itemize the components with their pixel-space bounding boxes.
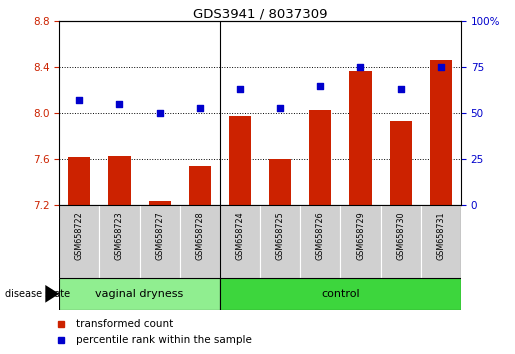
Bar (390, 121, 411, 205)
Text: GSM658729: GSM658729 (356, 211, 365, 260)
Bar (189, 166, 211, 205)
Point (196, 105, 204, 110)
Bar (149, 201, 170, 205)
Text: control: control (321, 289, 359, 299)
Text: disease state: disease state (5, 289, 70, 299)
Text: GSM658728: GSM658728 (195, 211, 204, 260)
Text: percentile rank within the sample: percentile rank within the sample (76, 335, 252, 345)
Bar (260, 205, 300, 278)
Bar (68, 157, 90, 205)
Bar (220, 205, 260, 278)
Bar (220, 278, 461, 310)
Bar (140, 205, 180, 278)
Text: GSM658731: GSM658731 (436, 211, 445, 259)
Bar (59, 205, 99, 278)
Point (115, 101, 124, 107)
Title: GDS3941 / 8037309: GDS3941 / 8037309 (193, 7, 328, 20)
Text: transformed count: transformed count (76, 319, 173, 329)
Bar (381, 205, 421, 278)
Bar (180, 205, 220, 278)
Text: GSM658726: GSM658726 (316, 211, 325, 260)
Point (316, 83, 324, 88)
Bar (300, 205, 340, 278)
Bar (59, 278, 220, 310)
Bar (310, 110, 331, 205)
Bar (350, 71, 371, 205)
Point (236, 86, 244, 92)
Text: GSM658722: GSM658722 (75, 211, 84, 260)
Point (276, 105, 284, 110)
Polygon shape (45, 285, 59, 303)
Bar (109, 156, 130, 205)
Text: GSM658725: GSM658725 (276, 211, 285, 260)
Text: GSM658730: GSM658730 (396, 211, 405, 259)
Text: vaginal dryness: vaginal dryness (95, 289, 184, 299)
Point (156, 110, 164, 116)
Point (437, 64, 445, 70)
Text: GSM658724: GSM658724 (235, 211, 245, 260)
Bar (340, 205, 381, 278)
Point (397, 86, 405, 92)
Bar (269, 159, 291, 205)
Point (75, 98, 83, 103)
Bar (430, 60, 452, 205)
Text: GSM658727: GSM658727 (155, 211, 164, 260)
Bar (99, 205, 140, 278)
Point (356, 64, 365, 70)
Bar (229, 115, 251, 205)
Text: GSM658723: GSM658723 (115, 211, 124, 260)
Bar (421, 205, 461, 278)
